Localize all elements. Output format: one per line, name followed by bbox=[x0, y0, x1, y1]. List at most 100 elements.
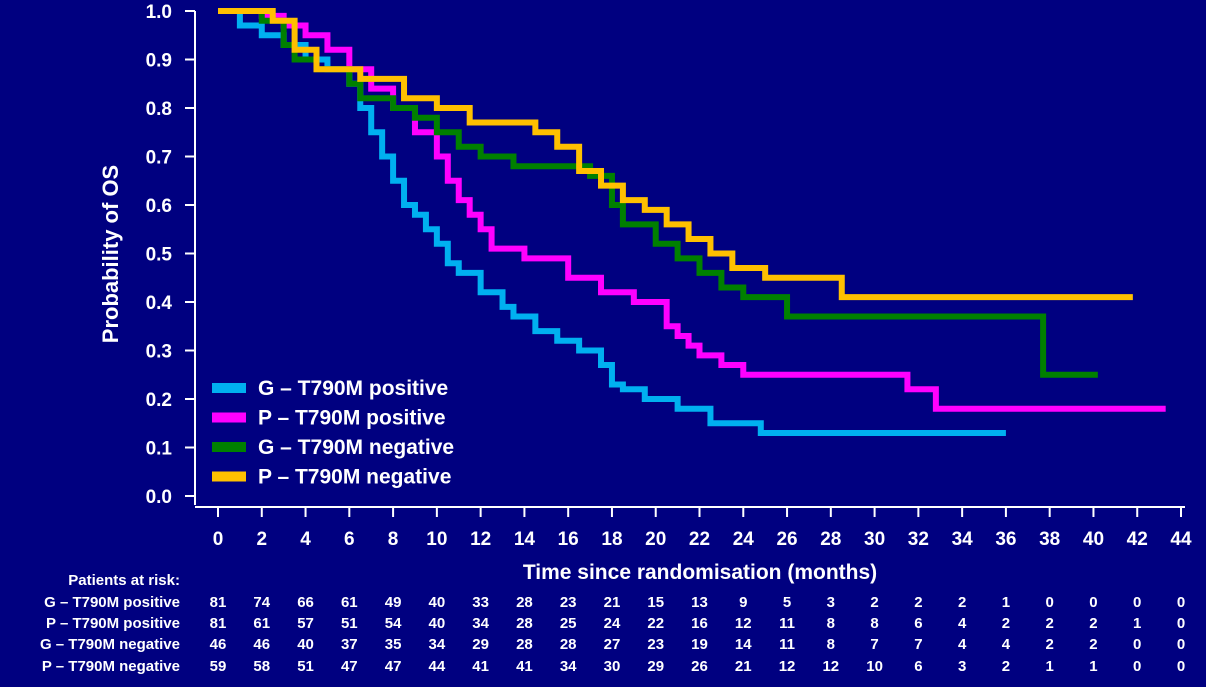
x-axis-title: Time since randomisation (months) bbox=[523, 561, 877, 584]
risk-cell: 44 bbox=[429, 658, 446, 675]
risk-cell: 15 bbox=[647, 594, 664, 611]
x-tick-label: 6 bbox=[344, 529, 355, 550]
risk-cell: 8 bbox=[827, 636, 835, 653]
risk-cell: 59 bbox=[210, 658, 227, 675]
risk-cell: 28 bbox=[560, 636, 577, 653]
risk-cell: 0 bbox=[1089, 594, 1097, 611]
risk-cell: 24 bbox=[604, 615, 621, 632]
risk-cell: 2 bbox=[958, 594, 966, 611]
risk-cell: 40 bbox=[297, 636, 314, 653]
risk-cell: 11 bbox=[779, 636, 795, 653]
risk-cell: 2 bbox=[1046, 615, 1054, 632]
y-tick-label: 0.7 bbox=[146, 148, 172, 169]
risk-cell: 51 bbox=[341, 615, 358, 632]
risk-cell: 7 bbox=[870, 636, 878, 653]
risk-cell: 34 bbox=[429, 636, 446, 653]
risk-row-label: P – T790M positive bbox=[46, 615, 180, 632]
risk-cell: 28 bbox=[516, 594, 533, 611]
risk-cell: 12 bbox=[735, 615, 752, 632]
risk-cell: 34 bbox=[560, 658, 577, 675]
risk-cell: 1 bbox=[1133, 615, 1141, 632]
x-tick-label: 4 bbox=[300, 529, 311, 550]
risk-cell: 40 bbox=[429, 594, 446, 611]
y-tick-label: 0.1 bbox=[146, 439, 173, 460]
x-tick-label: 36 bbox=[995, 529, 1016, 550]
risk-cell: 61 bbox=[253, 615, 270, 632]
risk-cell: 6 bbox=[914, 615, 922, 632]
patients-at-risk-table: Patients at risk: G – T790M positive 81 74… bbox=[40, 572, 1185, 675]
risk-cell: 25 bbox=[560, 615, 577, 632]
risk-cell: 26 bbox=[691, 658, 708, 675]
risk-cell: 0 bbox=[1177, 658, 1185, 675]
y-tick-label: 0.4 bbox=[146, 293, 173, 314]
legend-label: G – T790M negative bbox=[258, 436, 454, 459]
y-axis-title: Probability of OS bbox=[98, 165, 123, 343]
y-tick-label: 0.5 bbox=[146, 245, 173, 266]
risk-cell: 13 bbox=[691, 594, 708, 611]
risk-cell: 81 bbox=[210, 594, 227, 611]
risk-cell: 9 bbox=[739, 594, 747, 611]
risk-cell: 0 bbox=[1133, 594, 1141, 611]
x-tick-label: 34 bbox=[952, 529, 974, 550]
risk-cell: 27 bbox=[604, 636, 621, 653]
risk-cell: 1 bbox=[1089, 658, 1097, 675]
risk-cell: 14 bbox=[735, 636, 752, 653]
risk-cell: 51 bbox=[297, 658, 314, 675]
risk-cell: 29 bbox=[647, 658, 664, 675]
y-tick-label: 1.0 bbox=[146, 2, 172, 23]
risk-cell: 29 bbox=[472, 636, 489, 653]
x-tick-label: 18 bbox=[601, 529, 622, 550]
x-tick-label: 24 bbox=[733, 529, 755, 550]
risk-cell: 28 bbox=[516, 636, 533, 653]
risk-cell: 0 bbox=[1177, 615, 1185, 632]
x-tick-label: 12 bbox=[470, 529, 491, 550]
y-tick-label: 0.0 bbox=[146, 487, 172, 508]
risk-cell: 22 bbox=[647, 615, 664, 632]
risk-cell: 6 bbox=[914, 658, 922, 675]
y-tick-label: 0.3 bbox=[146, 342, 172, 363]
risk-cell: 3 bbox=[958, 658, 966, 675]
risk-cell: 0 bbox=[1177, 594, 1185, 611]
legend-label: P – T790M positive bbox=[258, 407, 446, 430]
risk-cell: 7 bbox=[914, 636, 922, 653]
risk-cell: 11 bbox=[779, 615, 795, 632]
legend-label: G – T790M positive bbox=[258, 377, 448, 400]
risk-cell: 2 bbox=[1089, 636, 1097, 653]
risk-cell: 2 bbox=[914, 594, 922, 611]
risk-cell: 2 bbox=[1046, 636, 1054, 653]
risk-cell: 37 bbox=[341, 636, 358, 653]
x-tick-label: 42 bbox=[1127, 529, 1148, 550]
legend: G – T790M positive P – T790M positive G – … bbox=[212, 377, 454, 489]
x-tick-label: 14 bbox=[514, 529, 536, 550]
risk-cell: 1 bbox=[1002, 594, 1010, 611]
legend-swatch bbox=[212, 471, 246, 482]
axes bbox=[194, 11, 1185, 508]
x-tick-label: 0 bbox=[213, 529, 224, 550]
risk-cell: 30 bbox=[604, 658, 621, 675]
risk-cell: 41 bbox=[472, 658, 489, 675]
x-tick-label: 2 bbox=[256, 529, 267, 550]
risk-cell: 66 bbox=[297, 594, 314, 611]
x-tick-label: 20 bbox=[645, 529, 666, 550]
risk-cell: 58 bbox=[253, 658, 270, 675]
risk-cell: 2 bbox=[1089, 615, 1097, 632]
x-tick-label: 28 bbox=[820, 529, 841, 550]
y-tick-label: 0.8 bbox=[146, 99, 172, 120]
risk-cell: 61 bbox=[341, 594, 358, 611]
series-line-4 bbox=[218, 8, 1133, 301]
risk-cell: 4 bbox=[1002, 636, 1011, 653]
risk-cell: 47 bbox=[385, 658, 402, 675]
risk-row-label: G – T790M negative bbox=[40, 636, 180, 653]
x-tick-label: 30 bbox=[864, 529, 885, 550]
risk-cell: 4 bbox=[958, 636, 967, 653]
survival-curves bbox=[218, 8, 1166, 436]
risk-cell: 16 bbox=[691, 615, 708, 632]
legend-swatch bbox=[212, 383, 246, 393]
risk-cell: 2 bbox=[870, 594, 878, 611]
x-tick-label: 40 bbox=[1083, 529, 1104, 550]
risk-cell: 46 bbox=[210, 636, 227, 653]
risk-cell: 0 bbox=[1046, 594, 1054, 611]
risk-cell: 1 bbox=[1046, 658, 1054, 675]
risk-cell: 35 bbox=[385, 636, 402, 653]
risk-cell: 0 bbox=[1177, 636, 1185, 653]
